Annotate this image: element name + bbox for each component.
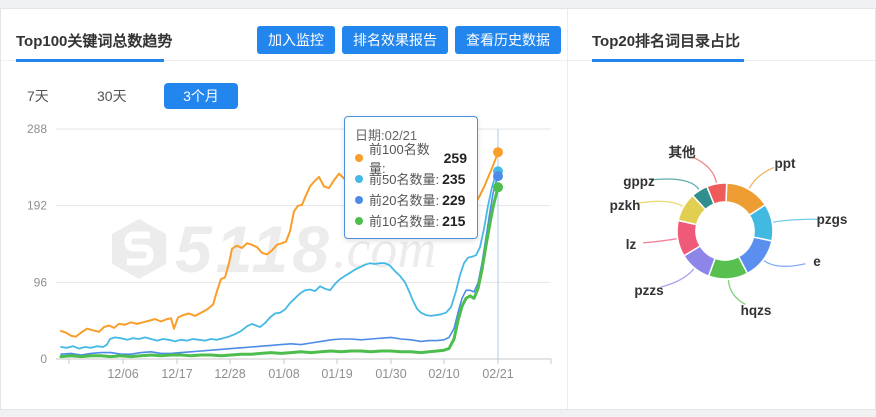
pie-label-pzkh: pzkh	[610, 198, 641, 213]
pie-leader-gppz	[650, 178, 700, 190]
series-end-dot-0	[493, 147, 503, 158]
5118-logo-icon	[112, 219, 166, 279]
directory-share-panel: Top20排名词目录占比 ppt pzgs e hqzs pzzs lz pzkh gppz 其…	[567, 9, 875, 409]
add-monitor-button[interactable]: 加入监控	[257, 26, 335, 54]
pie-label-pzgs: pzgs	[817, 212, 848, 227]
dashboard-card: Top100关键词总数趋势 加入监控 排名效果报告 查看历史数据 7天 30天 …	[0, 8, 876, 410]
tab-3-months[interactable]: 3个月	[164, 83, 238, 109]
pie-label-gppz: gppz	[623, 174, 655, 189]
y-axis-label: 0	[40, 352, 47, 366]
pie-leader-lz	[642, 238, 677, 244]
watermark-text: 5118	[175, 212, 333, 286]
series-line-1	[60, 170, 499, 350]
top50-series-dot	[355, 174, 363, 183]
tab-7-days[interactable]: 7天	[27, 83, 49, 109]
series-end-dot-3	[493, 182, 503, 193]
directory-share-donut-chart[interactable]: ppt pzgs e hqzs pzzs lz pzkh gppz 其他	[568, 9, 876, 411]
trend-toolbar: 加入监控 排名效果报告 查看历史数据	[257, 26, 561, 54]
top100-series-dot	[355, 153, 363, 162]
pie-leader-hqzs	[727, 279, 746, 305]
keyword-trend-panel: Top100关键词总数趋势 加入监控 排名效果报告 查看历史数据 7天 30天 …	[1, 9, 567, 409]
trend-panel-header: Top100关键词总数趋势 加入监控 排名效果报告 查看历史数据	[1, 9, 567, 62]
pie-leader-e	[763, 260, 806, 267]
date-range-tabs: 7天 30天 3个月	[1, 83, 567, 109]
pie-leader-pzzs	[660, 268, 695, 288]
pie-label-hqzs: hqzs	[741, 303, 772, 318]
top20-series-dot	[355, 195, 363, 204]
pie-title-underline	[592, 59, 744, 62]
x-axis-label-01-19: 01/19	[321, 367, 352, 381]
x-axis-label-12-28: 12/28	[214, 367, 245, 381]
pie-leader-pzgs	[773, 218, 821, 223]
tooltip-date: 日期:02/21	[355, 128, 418, 143]
series-line-2	[60, 175, 499, 356]
tooltip-row-top100: 前100名数量: 259	[355, 142, 467, 176]
pie-label-ppt: ppt	[775, 156, 796, 171]
pie-leader-ppt	[748, 166, 775, 189]
pie-label-pzzs: pzzs	[634, 283, 663, 298]
y-axis-label: 96	[34, 275, 48, 289]
chart-tooltip: 日期:02/21 前100名数量: 259 前50名数量: 235 前20名数量…	[344, 116, 478, 239]
tooltip-row-top10: 前10名数量: 215	[355, 210, 467, 231]
x-axis-label-01-30: 01/30	[375, 367, 406, 381]
trend-panel-title: Top100关键词总数趋势	[16, 33, 173, 50]
top10-series-dot	[355, 216, 363, 225]
view-history-data-button[interactable]: 查看历史数据	[455, 26, 561, 54]
tooltip-row-top20: 前20名数量: 229	[355, 189, 467, 210]
series-line-3	[59, 185, 500, 359]
y-axis-label: 288	[27, 122, 47, 136]
series-end-dot-2	[493, 171, 503, 182]
pie-panel-header: Top20排名词目录占比	[568, 9, 875, 62]
title-active-underline	[16, 59, 164, 62]
tab-30-days[interactable]: 30天	[97, 83, 127, 109]
y-axis-label: 192	[27, 199, 47, 213]
pie-label-其他: 其他	[669, 144, 697, 160]
x-axis-label-02-10: 02/10	[428, 367, 459, 381]
pie-leader-pzkh	[636, 200, 684, 207]
pie-panel-title: Top20排名词目录占比	[592, 33, 741, 50]
x-axis-label-12-06: 12/06	[107, 367, 138, 381]
trend-line-chart[interactable]: 288 192 96 0 12/06 12/17 12/28 01/08 01/19 01/30 0…	[1, 9, 567, 411]
pie-label-lz: lz	[626, 237, 637, 252]
x-axis-label-02-21: 02/21	[482, 367, 513, 381]
tooltip-row-top50: 前50名数量: 235	[355, 168, 467, 189]
pie-leader-其他	[692, 156, 718, 183]
pie-slice-其他[interactable]	[705, 182, 728, 206]
x-axis-label-01-08: 01/08	[268, 367, 299, 381]
ranking-effect-report-button[interactable]: 排名效果报告	[342, 26, 448, 54]
pie-label-e: e	[813, 254, 821, 269]
x-axis-label-12-17: 12/17	[161, 367, 192, 381]
